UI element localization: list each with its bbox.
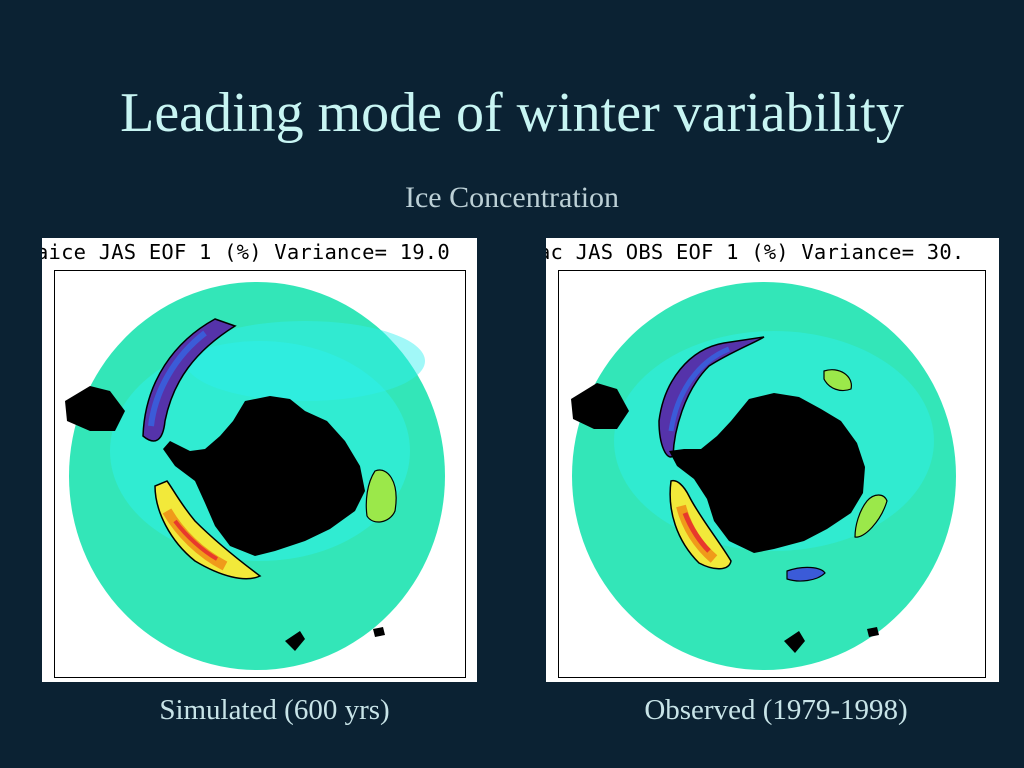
positive-anomaly-band xyxy=(154,480,262,580)
observed-caption: Observed (1979-1998) xyxy=(644,694,908,726)
observed-map-panel: ac JAS OBS EOF 1 (%) Variance= 30. xyxy=(546,238,999,682)
simulated-map-frame xyxy=(54,270,466,678)
antarctica-landmass xyxy=(669,393,865,553)
negative-anomaly-band xyxy=(142,318,237,442)
slide-subtitle: Ice Concentration xyxy=(404,181,620,214)
south-america-landmass xyxy=(571,383,629,429)
observed-map-header: ac JAS OBS EOF 1 (%) Variance= 30. xyxy=(546,240,965,264)
simulated-ice-map xyxy=(65,282,445,670)
east-anomaly-blob xyxy=(854,494,888,538)
east-anomaly-blob xyxy=(365,469,397,523)
simulated-caption: Simulated (600 yrs) xyxy=(159,694,390,726)
slide-title: Leading mode of winter variability xyxy=(120,82,904,144)
south-negative-patch xyxy=(786,566,826,582)
positive-anomaly-band xyxy=(669,479,732,570)
south-america-landmass xyxy=(65,386,125,431)
simulated-map-panel: aice JAS EOF 1 (%) Variance= 19.0 xyxy=(42,238,477,682)
observed-ice-map xyxy=(571,282,956,670)
simulated-map-header: aice JAS EOF 1 (%) Variance= 19.0 xyxy=(42,240,450,264)
antarctica-landmass xyxy=(163,396,365,556)
observed-map-frame xyxy=(558,270,986,678)
